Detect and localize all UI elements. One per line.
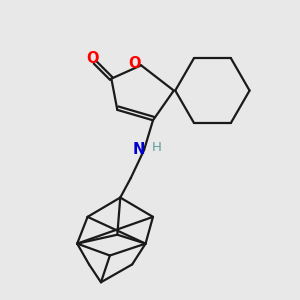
Text: H: H [152, 141, 161, 154]
Text: N: N [133, 142, 145, 157]
Text: O: O [128, 56, 141, 71]
Text: O: O [86, 51, 99, 66]
